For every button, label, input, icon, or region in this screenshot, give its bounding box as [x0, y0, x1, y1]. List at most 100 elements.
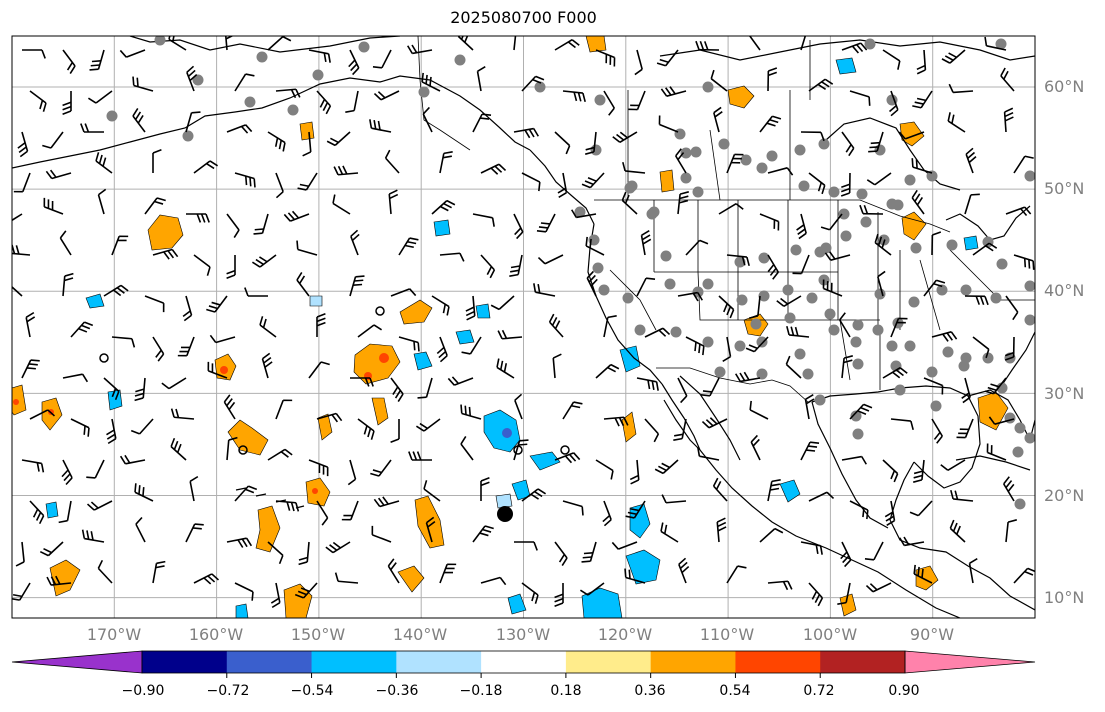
barb-feather — [581, 506, 584, 516]
barb-feather — [421, 72, 424, 83]
barb-feather — [554, 593, 564, 599]
colorbar-segment — [142, 651, 228, 673]
wind-barb — [859, 204, 884, 215]
barb-staff — [890, 500, 896, 521]
station-dot — [926, 366, 938, 378]
barb-feather — [226, 269, 236, 275]
wind-barb — [562, 401, 583, 420]
barb-feather — [46, 576, 52, 586]
barb-staff — [726, 336, 732, 357]
barb-staff — [917, 500, 933, 517]
barb-feather — [373, 93, 382, 101]
wind-barb — [472, 525, 494, 543]
barb-staff — [554, 131, 571, 147]
barb-feather — [477, 66, 486, 72]
barb-staff — [461, 412, 482, 420]
barb-feather — [677, 152, 685, 161]
barb-staff — [595, 49, 615, 59]
barb-staff — [439, 564, 448, 584]
wind-barb — [62, 373, 89, 383]
barb-staff — [587, 582, 605, 596]
wind-barb — [152, 149, 162, 173]
station-dot — [244, 96, 256, 108]
barb-feather — [554, 597, 564, 603]
barb-staff — [193, 254, 211, 268]
barb-feather — [623, 416, 629, 426]
station-dot — [106, 110, 118, 122]
barb-feather — [1007, 483, 1015, 492]
wind-barb — [514, 541, 538, 551]
barb-feather — [743, 371, 750, 381]
barb-feather — [917, 566, 920, 577]
station-dot — [756, 368, 768, 380]
wind-barb — [193, 160, 219, 174]
barb-staff — [111, 236, 120, 256]
wind-barb — [916, 49, 927, 75]
wind-barb — [911, 189, 925, 215]
wind-barb — [634, 49, 643, 76]
wind-barb — [745, 336, 769, 353]
barb-feather — [30, 359, 40, 362]
barb-feather — [392, 386, 399, 395]
wind-barb — [267, 541, 284, 565]
barb-feather — [514, 393, 523, 401]
barb-staff — [1005, 206, 1026, 215]
barb-feather — [262, 318, 267, 328]
barb-feather — [624, 194, 630, 204]
barb-staff — [713, 485, 728, 502]
barb-feather — [91, 59, 101, 63]
wind-barb — [226, 255, 236, 279]
barb-staff — [562, 90, 583, 94]
barb-feather — [735, 203, 744, 210]
wind-barb — [61, 459, 73, 486]
wind-barb — [234, 582, 254, 601]
wind-barb — [1013, 155, 1034, 174]
barb-feather — [774, 527, 784, 534]
wind-barb — [234, 73, 255, 92]
station-dot — [674, 128, 686, 140]
wind-barb — [965, 147, 977, 174]
barb-feather — [611, 541, 619, 550]
barb-feather — [294, 593, 304, 599]
station-dot — [702, 336, 714, 348]
wind-barb — [849, 500, 869, 520]
barb-feather — [634, 68, 643, 76]
wind-barb — [369, 119, 392, 133]
station-dot — [838, 208, 850, 220]
barb-staff — [170, 446, 187, 461]
barb-feather — [786, 167, 794, 176]
barb-feather — [680, 395, 688, 404]
barb-staff — [380, 90, 400, 101]
barb-staff — [267, 36, 284, 51]
barb-feather — [713, 106, 722, 114]
barb-staff — [379, 500, 400, 508]
wind-barb — [226, 436, 238, 461]
wind-barb — [533, 283, 556, 297]
barb-feather — [26, 316, 36, 323]
barb-staff — [636, 377, 657, 383]
barb-feather — [824, 252, 832, 261]
wind-barb — [759, 115, 782, 133]
wind-barb — [29, 500, 45, 525]
wind-barb — [644, 418, 660, 443]
barb-feather — [585, 146, 595, 151]
wind-barb — [373, 496, 400, 508]
barb-staff — [111, 418, 117, 439]
barb-staff — [152, 563, 158, 584]
barb-feather — [897, 60, 901, 70]
barb-feather — [698, 343, 701, 354]
anomaly-negative-core — [502, 428, 512, 438]
barb-feather — [354, 279, 364, 282]
barb-feather — [155, 565, 165, 569]
barb-feather — [291, 210, 300, 219]
barb-feather — [970, 193, 980, 196]
mexico-west-coast — [699, 449, 961, 618]
colorbar-tick-label: 0.72 — [803, 683, 835, 699]
wind-barb — [654, 459, 679, 475]
barb-staff — [259, 254, 277, 268]
colorbar-segment — [735, 651, 821, 673]
station-dot — [982, 352, 994, 364]
barb-feather — [658, 329, 667, 337]
barb-feather — [552, 353, 562, 359]
barb-feather — [965, 147, 974, 155]
